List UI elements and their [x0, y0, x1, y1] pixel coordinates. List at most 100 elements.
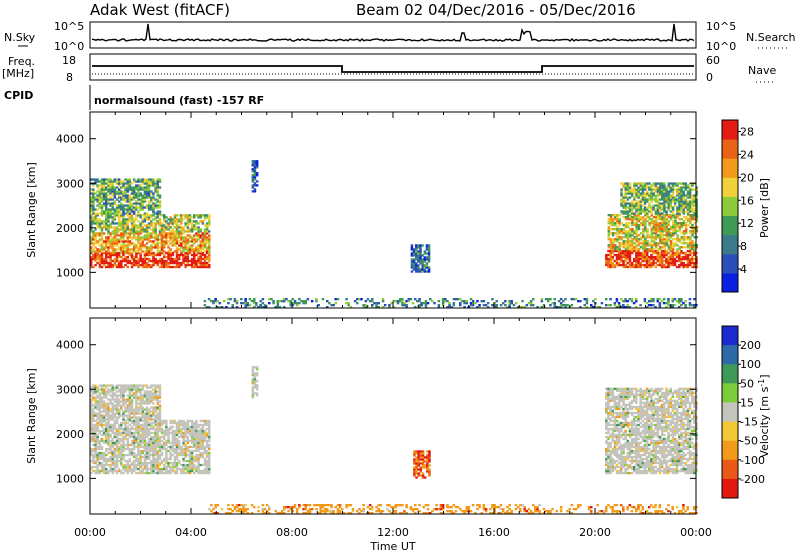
data-cell	[202, 420, 205, 422]
data-cell	[668, 244, 671, 246]
data-cell	[92, 238, 95, 240]
data-cell	[135, 208, 138, 210]
data-cell	[388, 304, 391, 306]
data-cell	[152, 184, 155, 186]
data-cell	[105, 464, 108, 466]
data-cell	[152, 242, 155, 244]
data-cell	[663, 224, 666, 226]
data-cell	[122, 216, 125, 218]
data-cell	[691, 216, 694, 218]
data-cell	[144, 200, 147, 202]
data-cell	[184, 260, 187, 262]
data-cell	[208, 234, 211, 236]
data-cell	[426, 262, 429, 264]
data-cell	[189, 456, 192, 458]
data-cell	[142, 440, 145, 442]
data-cell	[652, 198, 655, 200]
data-cell	[608, 234, 611, 236]
data-cell	[680, 194, 683, 196]
data-cell	[157, 244, 160, 246]
data-cell	[114, 200, 117, 202]
data-cell	[176, 256, 179, 258]
data-cell	[96, 204, 99, 206]
data-cell	[124, 248, 127, 250]
data-cell	[672, 260, 675, 262]
data-cell	[687, 246, 690, 248]
data-cell	[193, 428, 196, 430]
data-cell	[124, 218, 127, 220]
data-cell	[105, 406, 108, 408]
data-cell	[197, 258, 200, 260]
data-cell	[631, 242, 634, 244]
data-cell	[648, 260, 651, 262]
data-cell	[661, 262, 664, 264]
data-cell	[133, 196, 136, 198]
data-cell	[197, 426, 200, 428]
data-cell	[109, 394, 112, 396]
data-cell	[114, 254, 117, 256]
data-cell	[142, 244, 145, 246]
data-cell	[129, 458, 132, 460]
data-cell	[105, 210, 108, 212]
data-cell	[637, 210, 640, 212]
data-cell	[133, 440, 136, 442]
data-cell	[180, 220, 183, 222]
power-panel-frame	[90, 112, 696, 308]
data-cell	[208, 244, 211, 246]
data-cell	[418, 300, 421, 302]
data-cell	[101, 250, 104, 252]
data-cell	[109, 408, 112, 410]
data-cell	[663, 220, 666, 222]
data-cell	[189, 432, 192, 434]
data-cell	[417, 250, 420, 252]
data-cell	[680, 206, 683, 208]
data-cell	[663, 238, 666, 240]
data-cell	[193, 466, 196, 468]
data-cell	[254, 176, 257, 178]
data-cell	[184, 258, 187, 260]
data-cell	[112, 266, 115, 268]
data-cell	[478, 304, 481, 306]
nave-label: Nave	[748, 64, 776, 77]
data-cell	[491, 304, 494, 306]
data-cell	[425, 300, 428, 302]
data-cell	[176, 222, 179, 224]
data-cell	[142, 250, 145, 252]
data-cell	[670, 194, 673, 196]
data-cell	[159, 254, 162, 256]
data-cell	[642, 182, 645, 184]
data-cell	[169, 248, 172, 250]
data-cell	[202, 248, 205, 250]
data-cell	[176, 426, 179, 428]
data-cell	[101, 222, 104, 224]
data-cell	[120, 198, 123, 200]
data-cell	[165, 452, 168, 454]
data-cell	[124, 414, 127, 416]
data-cell	[202, 264, 205, 266]
data-cell	[124, 258, 127, 260]
data-cell	[142, 240, 145, 242]
data-cell	[375, 304, 378, 306]
data-cell	[124, 256, 127, 258]
data-cell	[165, 262, 168, 264]
data-cell	[672, 210, 675, 212]
data-cell	[197, 462, 200, 464]
data-cell	[96, 442, 99, 444]
data-cell	[665, 196, 668, 198]
data-cell	[152, 262, 155, 264]
data-cell	[646, 240, 649, 242]
data-cell	[560, 298, 563, 300]
data-cell	[112, 384, 115, 386]
data-cell	[676, 260, 679, 262]
data-cell	[120, 182, 123, 184]
data-cell	[691, 224, 694, 226]
data-cell	[103, 264, 106, 266]
data-cell	[142, 436, 145, 438]
data-cell	[623, 230, 626, 232]
data-cell	[627, 240, 630, 242]
data-cell	[152, 470, 155, 472]
data-cell	[120, 212, 123, 214]
data-cell	[146, 436, 149, 438]
data-cell	[114, 448, 117, 450]
data-cell	[122, 242, 125, 244]
